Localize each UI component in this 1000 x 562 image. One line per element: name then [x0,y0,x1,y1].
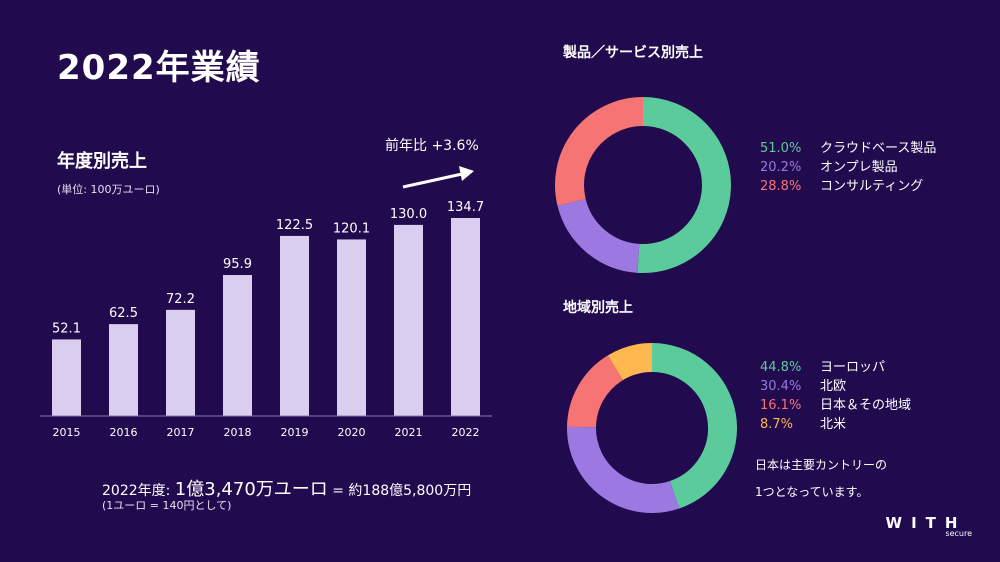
bar-2020 [337,239,366,416]
bar-category-label: 2015 [53,426,81,439]
bar-category-label: 2022 [452,426,480,439]
bar-2018 [223,275,252,416]
bar-value-label: 120.1 [333,221,370,236]
donut-slice-2 [567,355,624,428]
legend-label: ヨーロッパ [820,360,886,375]
region-chart-title: 地域別売上 [563,300,633,316]
legend-item: 51.0% クラウドベース製品 [760,139,936,158]
bar-value-label: 134.7 [447,200,484,215]
legend-percent: 30.4% [760,379,802,394]
bar-2019 [280,235,309,416]
yoy-arrow-line [402,172,463,189]
japan-note-line1: 日本は主要カントリーの [755,458,888,472]
bar-value-label: 95.9 [223,257,252,272]
donut-slice-0 [651,343,737,509]
legend-item: 44.8% ヨーロッパ [760,358,911,377]
donut-slice-1 [557,198,640,273]
bar-2015 [52,339,81,416]
product-chart-title: 製品／サービス別売上 [563,45,703,61]
bar-category-label: 2019 [281,426,309,439]
bar-category-label: 2021 [395,426,423,439]
region-donut-chart [567,343,737,513]
legend-item: 28.8% コンサルティング [760,177,936,196]
product-legend: 51.0% クラウドベース製品 20.2% オンプレ製品 28.8% コンサルティング [760,139,936,196]
exchange-note: (1ユーロ = 140円として) [102,499,232,512]
bar-value-label: 130.0 [390,207,427,222]
bar-category-label: 2016 [110,426,138,439]
logo-word: WITH [885,514,967,532]
bar-value-label: 52.1 [52,321,81,336]
legend-item: 8.7% 北米 [760,415,911,434]
donut-slice-3 [607,343,653,381]
legend-label: 日本＆その地域 [820,398,912,413]
bar-chart: 52.1 2015 62.5 2016 72.2 2017 95.9 2018 122.5 201… [52,200,484,439]
legend-item: 30.4% 北欧 [760,377,911,396]
legend-percent: 8.7% [760,417,794,432]
total-suffix: = 約188億5,800万円 [327,483,472,499]
bar-value-label: 72.2 [166,292,195,307]
legend-percent: 44.8% [760,360,802,375]
unit-note: (単位: 100万ユーロ) [57,183,160,196]
bar-2016 [109,324,138,416]
region-legend: 44.8% ヨーロッパ 30.4% 北欧 16.1% 日本＆その地域 8.7% 北米 [760,358,911,434]
bar-category-label: 2018 [224,426,252,439]
total-prefix: 2022年度: [102,483,175,499]
legend-label: コンサルティング [820,179,924,194]
legend-percent: 28.8% [760,179,802,194]
total-amount: 1億3,470万ユーロ [174,479,328,500]
donut-slice-1 [567,426,680,513]
donut-slice-2 [555,97,644,206]
product-donut-chart [555,97,731,273]
legend-item: 20.2% オンプレ製品 [760,158,936,177]
legend-item: 16.1% 日本＆その地域 [760,396,911,415]
page-title: 2022年業績 [57,48,261,88]
legend-percent: 16.1% [760,398,802,413]
withsecure-logo: WITH secure [880,514,972,538]
total-summary: 2022年度: 1億3,470万ユーロ = 約188億5,800万円 [102,475,471,501]
bar-2017 [166,309,195,416]
legend-percent: 51.0% [760,141,802,156]
bar-value-label: 62.5 [109,306,138,321]
yoy-label: 前年比 +3.6% [385,138,479,154]
bar-chart-title: 年度別売上 [57,151,147,172]
legend-label: 北欧 [820,379,847,394]
legend-label: オンプレ製品 [820,160,898,175]
logo-sub: secure [945,529,972,538]
bar-category-label: 2020 [338,426,366,439]
legend-percent: 20.2% [760,160,802,175]
legend-label: 北米 [820,417,847,432]
yoy-arrow-head [459,166,474,181]
legend-label: クラウドベース製品 [820,141,937,156]
bar-2022 [451,217,480,416]
japan-note-line2: 1つとなっています。 [755,485,869,499]
bar-2021 [394,224,423,416]
japan-note: 日本は主要カントリーの 1つとなっています。 [755,452,887,506]
bar-value-label: 122.5 [276,218,313,233]
bar-category-label: 2017 [167,426,195,439]
donut-slice-0 [637,97,731,273]
